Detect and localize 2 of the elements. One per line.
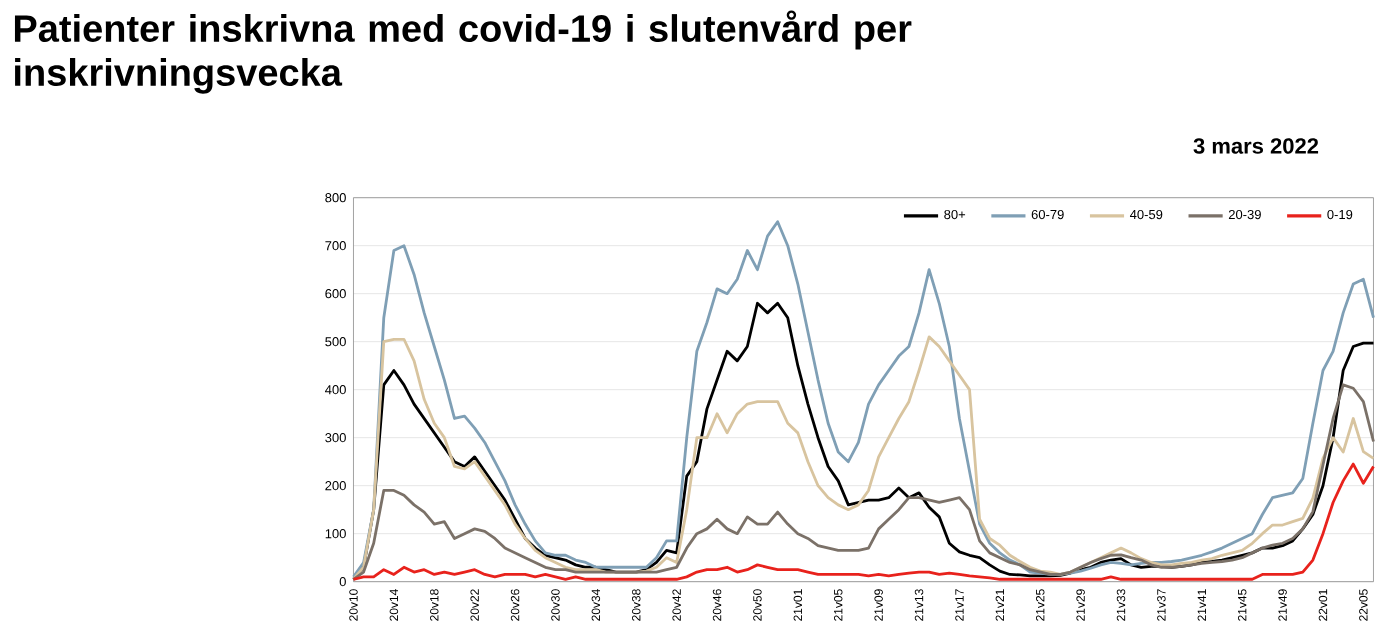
chart-title: Patienter inskrivna med covid-19 i slutenvård per inskrivningsvecka	[14, 10, 912, 94]
text: 3 mars 2022	[1193, 138, 1319, 154]
